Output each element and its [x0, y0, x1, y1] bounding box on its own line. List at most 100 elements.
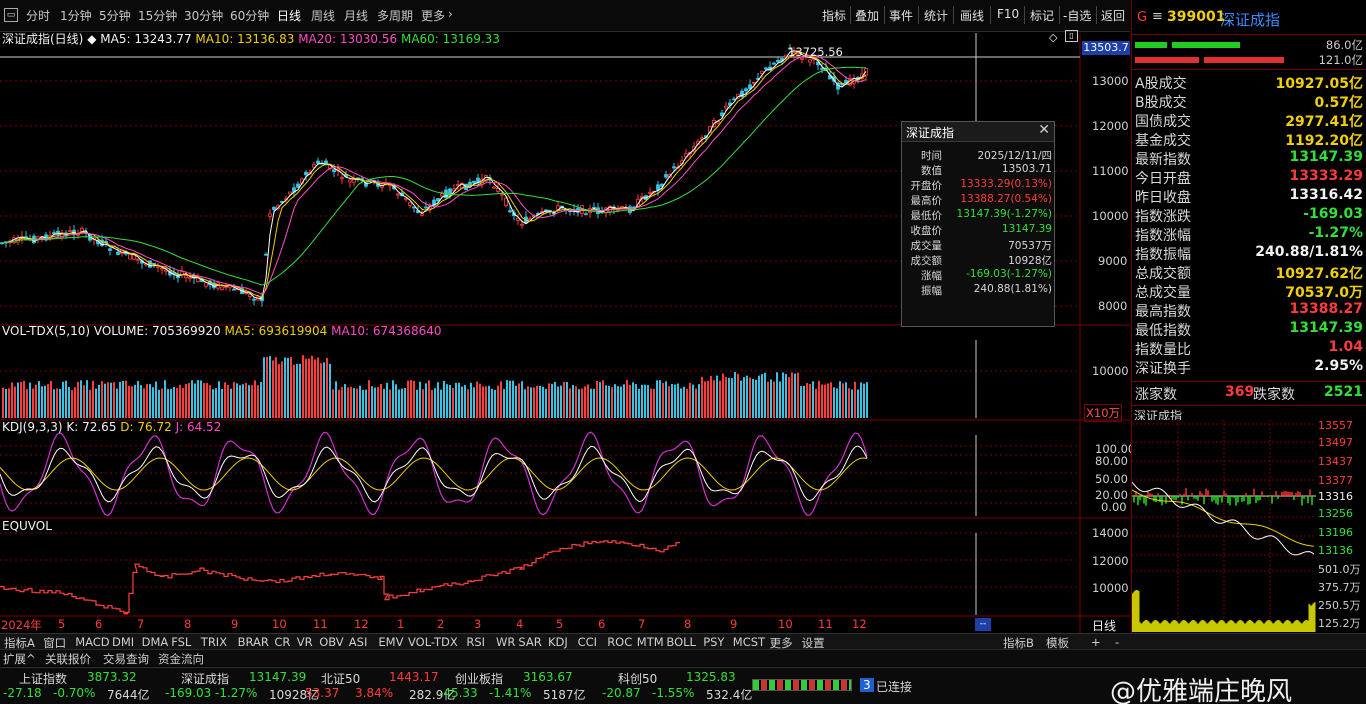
period-tab-weekly[interactable]: 周线 — [311, 9, 336, 23]
indicator-tab[interactable]: VR — [296, 635, 313, 649]
indicator-tab[interactable]: CCI — [577, 635, 598, 649]
mini-chart-tick: 13497 — [1318, 436, 1353, 449]
indicator-tab[interactable]: 指标A — [4, 636, 35, 650]
volume-bar — [176, 388, 178, 418]
kdj-d-label: D: 76.72 — [120, 420, 172, 434]
collapse-arrow-icon[interactable]: ◆ — [87, 32, 97, 46]
volume-bar — [62, 381, 64, 418]
volume-bar — [680, 388, 682, 418]
connection-status: 已连接 — [876, 680, 913, 694]
volume-bar — [140, 385, 142, 418]
intraday-mini-chart[interactable] — [1132, 420, 1316, 632]
ticker-name[interactable]: 科创50 — [618, 672, 658, 686]
extension-tab[interactable]: 关联报价 — [45, 652, 91, 666]
f10-button[interactable]: F10 — [997, 7, 1020, 21]
kline-chart-canvas[interactable] — [0, 33, 1130, 633]
candle-body — [520, 223, 524, 226]
indicator-tab[interactable]: MCST — [732, 635, 766, 649]
volume-bar — [833, 387, 835, 418]
quote-stat-label: 指数振幅 — [1135, 247, 1191, 263]
indicator-tab-right[interactable]: - — [1115, 635, 1120, 649]
indicator-tab[interactable]: RSI — [466, 635, 486, 649]
volume-bar — [749, 377, 751, 418]
volume-bar — [383, 388, 385, 418]
period-tab-more[interactable]: 更多 — [421, 9, 446, 23]
statistics-button[interactable]: 统计 — [924, 9, 949, 23]
indicator-tab[interactable]: VOL-TDX — [408, 635, 458, 649]
overlay-button[interactable]: 叠加 — [855, 9, 880, 23]
volume-bar — [629, 384, 631, 418]
period-tab-monthly[interactable]: 月线 — [344, 9, 369, 23]
candle-body — [492, 186, 496, 189]
settings-diamond-icon[interactable]: ◇ — [1049, 31, 1058, 44]
quote-stat-row: 最低指数 13147.39 — [1135, 320, 1363, 339]
ticker-percent: -1.55% — [652, 686, 695, 700]
close-icon[interactable]: ✕ — [1038, 122, 1050, 138]
volume-bar — [761, 374, 763, 418]
period-tab-30min[interactable]: 30分钟 — [184, 9, 224, 23]
candle-body — [136, 258, 140, 261]
indicator-tab[interactable]: BOLL — [666, 635, 696, 649]
indicator-tab[interactable]: OBV — [319, 635, 344, 649]
scroll-end-marker[interactable]: -- — [975, 618, 991, 631]
panel-toggle-icon[interactable]: ▯ — [1065, 30, 1078, 42]
indicator-tab-right[interactable]: 指标B — [1003, 636, 1034, 650]
volume-bar — [161, 388, 163, 418]
back-button[interactable]: 返回 — [1101, 9, 1126, 23]
indicator-tab[interactable]: CR — [274, 635, 291, 649]
toolbar-divider — [1024, 6, 1025, 24]
ticker-name[interactable]: 上证指数 — [19, 672, 68, 686]
indicator-tab-right[interactable]: 模板 — [1046, 636, 1069, 650]
indicator-tab-right[interactable]: + — [1091, 635, 1101, 649]
period-tab-1min[interactable]: 1分钟 — [60, 9, 92, 23]
extension-tab[interactable]: 交易查询 — [103, 652, 149, 666]
ticker-name[interactable]: 北证50 — [321, 672, 361, 686]
draw-line-button[interactable]: 画线 — [960, 9, 985, 23]
period-tab-15min[interactable]: 15分钟 — [138, 9, 178, 23]
period-tab-60min[interactable]: 60分钟 — [230, 9, 270, 23]
candle-body — [800, 57, 804, 60]
period-tab-fenshi[interactable]: 分时 — [26, 9, 51, 23]
menu-icon[interactable]: ≡ — [1152, 9, 1163, 24]
indicator-tab[interactable]: PSY — [703, 635, 725, 649]
volume-bar — [536, 385, 538, 418]
indicator-tab[interactable]: DMA — [141, 635, 169, 649]
period-tab-5min[interactable]: 5分钟 — [99, 9, 131, 23]
volume-bar — [98, 384, 100, 418]
window-menu-icon[interactable]: ▭ — [4, 8, 18, 22]
indicator-tab[interactable]: ASI — [348, 635, 368, 649]
ma5-label: MA5: 13243.77 — [100, 32, 192, 46]
advancers-count: 369 — [1225, 384, 1255, 400]
mark-button[interactable]: 标记 — [1030, 9, 1055, 23]
ticker-name[interactable]: 创业板指 — [455, 672, 504, 686]
indicator-button[interactable]: 指标 — [822, 9, 847, 23]
extension-tab[interactable]: 扩展^ — [3, 652, 36, 666]
events-button[interactable]: 事件 — [889, 9, 914, 23]
x-axis-month: 4 — [516, 617, 524, 631]
indicator-tab[interactable]: MACD — [75, 635, 110, 649]
chevron-right-icon[interactable]: › — [448, 7, 453, 21]
indicator-tab[interactable]: TRIX — [200, 635, 228, 649]
indicator-tab[interactable]: EMV — [378, 635, 404, 649]
indicator-tab[interactable]: 窗口 — [43, 636, 67, 650]
mini-chart-tick: 13377 — [1318, 474, 1353, 487]
period-tab-multi[interactable]: 多周期 — [377, 9, 414, 23]
volume-bar — [380, 383, 382, 418]
indicator-tab[interactable]: SAR — [518, 635, 542, 649]
remove-watchlist-button[interactable]: -自选 — [1063, 9, 1092, 23]
volume-bar — [179, 384, 181, 418]
indicator-tab[interactable]: WR — [496, 635, 516, 649]
indicator-tab[interactable]: DMI — [112, 635, 135, 649]
indicator-tab[interactable]: 更多 — [769, 636, 793, 650]
indicator-tab[interactable]: BRAR — [237, 635, 269, 649]
indicator-tab[interactable]: 设置 — [801, 636, 825, 650]
indicator-tab[interactable]: MTM — [636, 635, 664, 649]
indicator-tab[interactable]: KDJ — [548, 635, 568, 649]
indicator-tab[interactable]: ROC — [607, 635, 633, 649]
extension-tab[interactable]: 资金流向 — [158, 652, 204, 666]
volume-bar — [578, 389, 580, 418]
indicator-tab[interactable]: FSL — [171, 635, 192, 649]
x-axis-month: 6 — [598, 617, 606, 631]
ticker-name[interactable]: 深证成指 — [181, 672, 230, 686]
period-tab-daily[interactable]: 日线 — [277, 9, 302, 23]
